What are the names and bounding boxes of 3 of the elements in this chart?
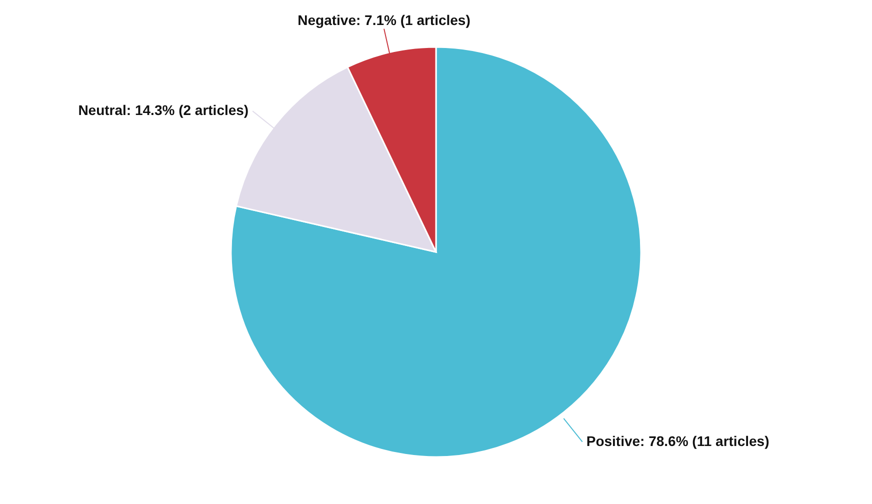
slice-label: Neutral: 14.3% (2 articles) [78,102,249,118]
slice-label: Positive: 78.6% (11 articles) [586,432,770,449]
slice-label: Negative: 7.1% (1 articles) [298,12,470,28]
